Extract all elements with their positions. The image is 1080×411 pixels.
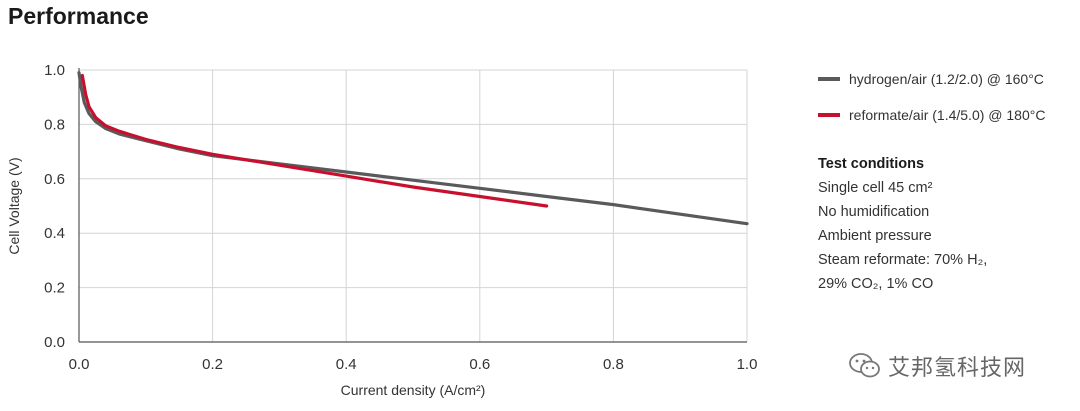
watermark-text: 艾邦氢科技网: [888, 356, 1027, 381]
chart-legend: hydrogen/air (1.2/2.0) @ 160°C reformate/…: [818, 71, 1045, 123]
y-axis-label: Cell Voltage (V): [6, 157, 22, 254]
x-tick-label: 1.0: [737, 356, 758, 373]
test-conditions: Test conditions Single cell 45 cm² No hu…: [818, 152, 1068, 296]
legend-label-2: reformate/air (1.4/5.0) @ 180°C: [849, 107, 1045, 123]
legend-label-1: hydrogen/air (1.2/2.0) @ 160°C: [849, 71, 1044, 87]
test-conditions-heading: Test conditions: [818, 156, 925, 172]
series-line-2: [80, 73, 549, 208]
x-axis-label: Current density (A/cm²): [341, 382, 486, 398]
x-tick-label: 0.2: [202, 356, 223, 373]
test-condition-line: Ambient pressure: [818, 228, 932, 244]
wechat-icon: [849, 353, 880, 378]
page-title: Performance: [8, 3, 149, 29]
x-tick-label: 0.6: [469, 356, 490, 373]
y-tick-label: 0.6: [44, 171, 65, 188]
chart-grid: [78, 68, 748, 343]
test-condition-line: Single cell 45 cm²: [818, 180, 933, 196]
test-condition-line: 29% CO₂, 1% CO: [818, 276, 934, 292]
y-tick-label: 1.0: [44, 62, 65, 79]
test-condition-line: No humidification: [818, 204, 930, 220]
y-tick-label: 0.0: [44, 334, 65, 351]
x-tick-label: 0.4: [336, 356, 357, 373]
test-condition-line: Steam reformate: 70% H₂,: [818, 252, 988, 268]
x-tick-label: 0.8: [603, 356, 624, 373]
chart-ticks: 0.0 0.2 0.4 0.6 0.8 1.0 0.0 0.2 0.4 0.6 0.8 1.0: [44, 62, 757, 373]
y-tick-label: 0.2: [44, 280, 65, 297]
x-tick-label: 0.0: [69, 356, 90, 373]
watermark: 艾邦氢科技网: [848, 346, 1026, 386]
y-tick-label: 0.4: [44, 225, 65, 242]
y-tick-label: 0.8: [44, 116, 65, 133]
chart-series: [77, 71, 749, 226]
